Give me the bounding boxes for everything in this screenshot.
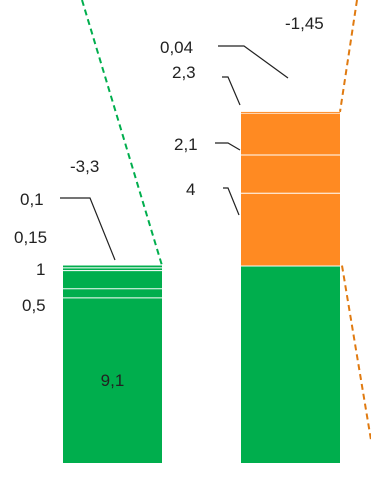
right-label-leader-1: [223, 187, 240, 216]
bars: [63, 111, 340, 463]
right-change-connector-upper: [339, 0, 358, 113]
right-label-leader-3: [222, 76, 241, 106]
left-bar-segment-3: [63, 267, 162, 271]
left-change-connector: [81, 0, 163, 266]
left-segment-label-3: 0,15: [14, 228, 47, 247]
right-segment-label-4: 0,04: [160, 38, 193, 57]
left-bar-segment-2: [63, 270, 162, 289]
left-change-label: -3,3: [70, 157, 99, 176]
left-segment-label-2: 1: [36, 260, 45, 279]
segment-labels: 9,1 0,5 1 0,15 0,1 4 2,1 2,3 0,04 -3,3 -1,45: [14, 14, 324, 390]
right-bar-segment-2: [241, 154, 340, 193]
left-bar-segment-4: [63, 265, 162, 268]
right-change-label: -1,45: [285, 14, 324, 33]
left-bar-segment-0: [63, 297, 162, 463]
connector-lines: [81, 0, 371, 441]
left-segment-label-4: 0,1: [20, 190, 44, 209]
right-bar-segment-0: [241, 265, 340, 463]
right-bar-segment-1: [241, 192, 340, 266]
right-segment-label-2: 2,1: [174, 135, 198, 154]
right-label-leader-2: [215, 142, 241, 151]
right-segment-label-1: 4: [186, 180, 195, 199]
left-bar-segment-1: [63, 288, 162, 298]
right-segment-label-3: 2,3: [172, 63, 196, 82]
right-bar-segment-4: [241, 111, 340, 113]
left-label-leader-4: [60, 197, 116, 261]
left-segment-label-0: 9,1: [101, 371, 125, 390]
left-segment-label-1: 0,5: [22, 296, 46, 315]
right-label-leader-4: [218, 45, 289, 79]
right-bar-segment-3: [241, 112, 340, 155]
right-change-connector-lower: [341, 265, 371, 441]
